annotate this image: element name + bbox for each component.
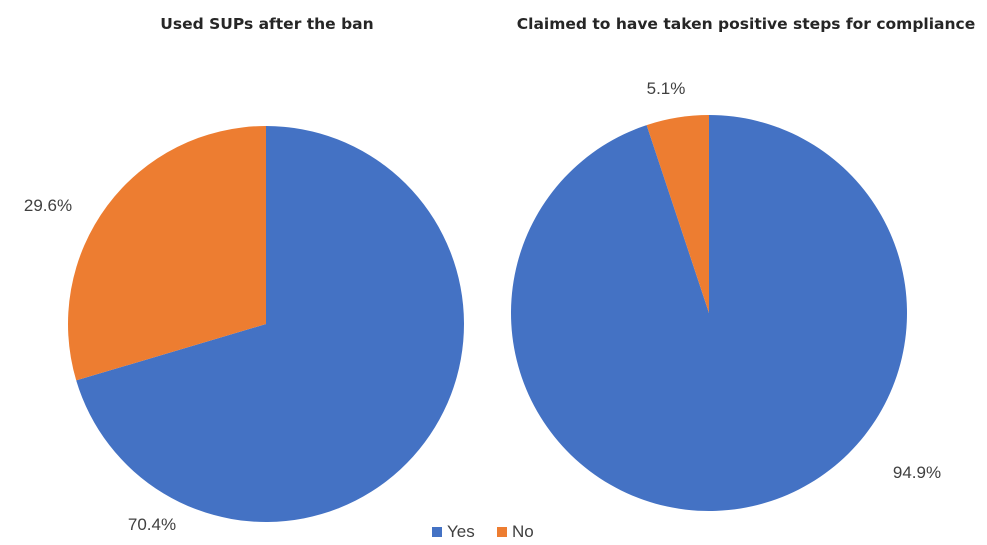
data-label-yes: 94.9% — [893, 463, 941, 482]
data-label-yes: 70.4% — [128, 515, 176, 534]
pie-slice-yes — [511, 115, 908, 512]
data-label-no: 5.1% — [647, 79, 686, 98]
legend-label-no: No — [512, 522, 534, 541]
legend: Yes No — [432, 522, 534, 541]
chart-title-left: Used SUPs after the ban — [160, 15, 373, 33]
pie-slice-no — [67, 126, 266, 381]
pie-chart-right: 94.9% 5.1% — [511, 79, 941, 512]
legend-label-yes: Yes — [447, 522, 475, 541]
legend-swatch-yes — [432, 527, 442, 537]
pie-slice-no — [646, 115, 709, 313]
chart-title-right: Claimed to have taken positive steps for… — [517, 15, 976, 33]
legend-swatch-no — [497, 527, 507, 537]
pie-chart-left: 70.4% 29.6% — [24, 126, 464, 534]
pie-slice-yes — [76, 126, 464, 522]
data-label-no: 29.6% — [24, 196, 72, 215]
